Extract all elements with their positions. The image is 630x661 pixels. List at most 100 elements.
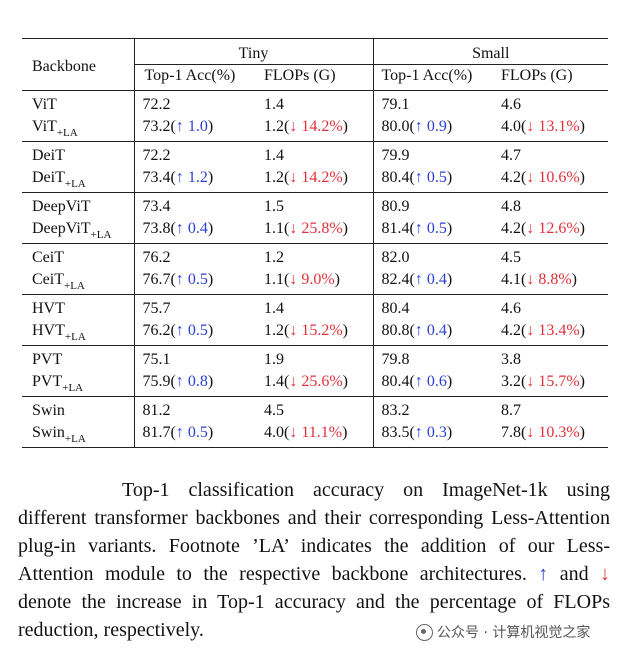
backbone-name: Swin [32, 402, 65, 419]
caption-text-end: denote the increase in Top-1 accuracy an… [18, 591, 610, 641]
metric-header: Top-1 Acc(%) [133, 64, 256, 91]
cell-value: 80.0 [381, 118, 410, 135]
watermark: 公众号 · 计算机视觉之家 [412, 622, 595, 642]
table-cell: 79.8 [372, 345, 493, 371]
table-row: Swin 81.2 4.5 83.2 8.7 [22, 396, 608, 422]
table-cell: 4.8 [493, 192, 608, 218]
table-row-la: DeepViT+LA 73.8(↑ 0.4) 1.1(↓ 25.8%) 81.4(↑ … [22, 218, 608, 244]
table-cell: 81.7(↑ 0.5) [133, 422, 256, 448]
backbone-name: ViT [32, 96, 57, 113]
group-header-tiny: Tiny [133, 38, 373, 65]
metric-header: Top-1 Acc(%) [372, 64, 493, 91]
table-cell: 73.4 [133, 192, 256, 218]
cell-value: 83.5 [381, 424, 410, 441]
backbone-name: DeiT [32, 147, 65, 164]
flops-reduction: ↓ 12.6% [526, 220, 580, 237]
cell-value: 1.5 [264, 198, 284, 215]
flops-reduction: ↓ 11.1% [289, 424, 343, 441]
metric-header: FLOPs (G) [256, 64, 373, 91]
table-cell: 1.5 [256, 192, 373, 218]
caption-text: Top-1 classification accuracy on ImageNe… [18, 479, 610, 585]
cell-value: 79.9 [381, 147, 410, 164]
table-cell: PVT+LA [22, 371, 134, 397]
table-cell: 80.8(↑ 0.4) [372, 320, 493, 346]
table-cell: ViT [22, 90, 134, 116]
cell-value: 1.4 [264, 373, 284, 390]
table-cell: 82.0 [372, 243, 493, 269]
acc-increase: ↑ 0.5 [414, 220, 447, 237]
cell-value: 4.7 [501, 147, 521, 164]
acc-increase: ↑ 0.5 [175, 271, 208, 288]
table-cell: 75.7 [133, 294, 256, 320]
la-subscript: +LA [64, 177, 86, 190]
la-subscript: +LA [56, 126, 78, 139]
wechat-logo-icon [416, 623, 433, 641]
cell-value: 1.4 [264, 96, 284, 113]
table-row-la: DeiT+LA 73.4(↑ 1.2) 1.2(↓ 14.2%) 80.4(↑ 0.5… [22, 167, 608, 193]
watermark-text: 公众号 · 计算机视觉之家 [437, 625, 591, 641]
backbone-header: Backbone [22, 38, 134, 91]
table-row-la: CeiT+LA 76.7(↑ 0.5) 1.1(↓ 9.0%) 82.4(↑ 0.4)… [22, 269, 608, 295]
table-cell: 83.5(↑ 0.3) [372, 422, 493, 448]
cell-value: 3.2 [501, 373, 521, 390]
flops-reduction: ↓ 25.6% [289, 373, 343, 390]
flops-reduction: ↓ 14.2% [289, 169, 343, 186]
acc-increase: ↑ 0.3 [414, 424, 447, 441]
table-cell: DeiT [22, 141, 134, 167]
table-cell: 80.4(↑ 0.5) [372, 167, 493, 193]
cell-value: 80.4 [381, 373, 410, 390]
flops-reduction: ↓ 10.3% [526, 424, 580, 441]
table-cell: 73.8(↑ 0.4) [133, 218, 256, 244]
cell-value: 81.4 [381, 220, 410, 237]
backbone-name: ViT [32, 117, 57, 135]
cell-value: 4.2 [501, 322, 521, 339]
cell-value: 7.8 [501, 424, 521, 441]
backbone-name: PVT [32, 372, 63, 390]
cell-value: 4.5 [501, 249, 521, 266]
table-cell: Swin [22, 396, 134, 422]
la-subscript: +LA [64, 432, 86, 445]
table-cell: 1.2(↓ 15.2%) [264, 322, 348, 339]
down-arrow-icon: ↓ [600, 563, 611, 585]
acc-increase: ↑ 0.5 [175, 322, 208, 339]
table-cell: 4.6 [493, 90, 608, 116]
cell-value: 1.9 [264, 351, 284, 368]
table-cell: 81.4(↑ 0.5) [372, 218, 493, 244]
cell-value: 73.2 [142, 118, 171, 135]
flops-reduction: ↓ 15.2% [289, 322, 343, 339]
backbone-name: CeiT [32, 249, 64, 266]
cell-value: 4.0 [264, 424, 284, 441]
cell-value: 79.1 [381, 96, 410, 113]
cell-value: 4.5 [264, 402, 284, 419]
backbone-name: DeepViT [32, 219, 91, 237]
cell-value: 4.0 [501, 118, 521, 135]
backbone-name: DeiT [32, 168, 65, 186]
cell-value: 79.8 [381, 351, 410, 368]
table-cell: 75.1 [133, 345, 256, 371]
table-cell: 4.7 [493, 141, 608, 167]
table-row-la: HVT+LA 76.2(↑ 0.5) 1.2(↓ 15.2%) 80.8(↑ 0.4)… [22, 320, 608, 346]
table-cell: 4.6 [493, 294, 608, 320]
table-cell: 4.2(↓ 10.6%) [501, 169, 585, 186]
cell-value: 80.8 [381, 322, 410, 339]
cell-value: 1.2 [264, 249, 284, 266]
cell-value: 1.2 [264, 169, 284, 186]
acc-increase: ↑ 0.6 [414, 373, 447, 390]
table-row-la: ViT+LA 73.2(↑ 1.0) 1.2(↓ 14.2%) 80.0(↑ 0.9)… [22, 116, 608, 142]
cell-value: 1.4 [264, 300, 284, 317]
flops-reduction: ↓ 13.4% [526, 322, 580, 339]
table-cell: 81.2 [133, 396, 256, 422]
cell-value: 4.1 [501, 271, 521, 288]
table-cell: 1.4(↓ 25.6%) [264, 373, 348, 390]
flops-reduction: ↓ 25.8% [289, 220, 343, 237]
table-cell: 76.2 [133, 243, 256, 269]
cell-value: 1.2 [264, 118, 284, 135]
cell-value: 4.6 [501, 96, 521, 113]
cell-value: 1.1 [264, 220, 284, 237]
table-cell: CeiT [22, 243, 134, 269]
table-cell: Swin+LA [22, 422, 134, 448]
table-cell: CeiT+LA [22, 269, 134, 295]
table-cell: HVT+LA [22, 320, 134, 346]
table-row-la: Swin+LA 81.7(↑ 0.5) 4.0(↓ 11.1%) 83.5(↑ 0.3… [22, 422, 608, 448]
cell-value: 73.4 [142, 198, 171, 215]
